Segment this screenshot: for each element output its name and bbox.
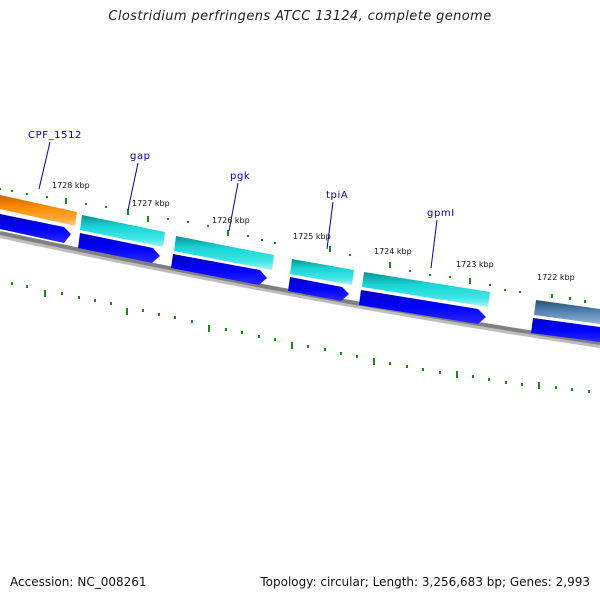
scale-label-1724: 1724 kbp — [374, 247, 412, 256]
upper-tick-row — [0, 188, 586, 303]
gene-label-gap: gap — [130, 151, 151, 162]
cds-arrow-4[interactable] — [288, 277, 349, 301]
gene-bar-next[interactable] — [534, 300, 600, 324]
scale-label-1722: 1722 kbp — [537, 273, 575, 282]
cds-arrow-6[interactable] — [531, 318, 600, 342]
gene-bar-cpf-1512[interactable] — [0, 195, 77, 226]
accession-info: Accession: NC_008261 — [10, 575, 147, 589]
cds-arrow-5[interactable] — [359, 290, 486, 324]
gene-label-leaders — [38, 141, 438, 269]
cds-arrow-2[interactable] — [78, 233, 160, 263]
topology-info: Topology: circular; Length: 3,256,683 bp… — [260, 575, 590, 589]
scale-label-1727: 1727 kbp — [132, 199, 170, 208]
leader-gpmi — [430, 219, 438, 269]
cds-arrow-track — [0, 214, 600, 342]
scale-label-1725: 1725 kbp — [293, 232, 331, 241]
gene-bar-gpmi[interactable] — [362, 272, 490, 307]
leader-cpf-1512 — [38, 141, 51, 190]
accession-label: Accession: — [10, 575, 74, 589]
gene-label-cpf-1512: CPF_1512 — [28, 130, 82, 141]
gene-bar-tpia[interactable] — [290, 259, 354, 285]
scale-labels: 1728 kbp 1727 kbp 1726 kbp 1725 kbp 1724… — [52, 181, 575, 282]
leader-gap — [127, 162, 139, 211]
accession-value: NC_008261 — [77, 575, 147, 589]
map-title: Clostridium perfringens ATCC 13124, comp… — [108, 9, 492, 24]
cds-arrow-1[interactable] — [0, 214, 71, 243]
gene-label-tpia: tpiA — [326, 190, 348, 201]
scale-label-1723: 1723 kbp — [456, 260, 494, 269]
gene-feature-track — [0, 195, 600, 324]
gene-label-pgk: pgk — [230, 171, 250, 182]
scale-label-1726: 1726 kbp — [212, 216, 250, 225]
leader-pgk — [228, 182, 239, 232]
gene-bar-pgk[interactable] — [174, 236, 274, 270]
leader-tpia — [326, 201, 334, 250]
lower-tick-row — [11, 282, 590, 393]
gene-label-gpmi: gpmI — [427, 208, 455, 219]
cds-arrow-3[interactable] — [171, 254, 267, 285]
scale-label-1728: 1728 kbp — [52, 181, 90, 190]
gene-labels: CPF_1512 gap pgk tpiA gpmI — [28, 130, 455, 219]
gene-bar-gap[interactable] — [80, 215, 165, 247]
